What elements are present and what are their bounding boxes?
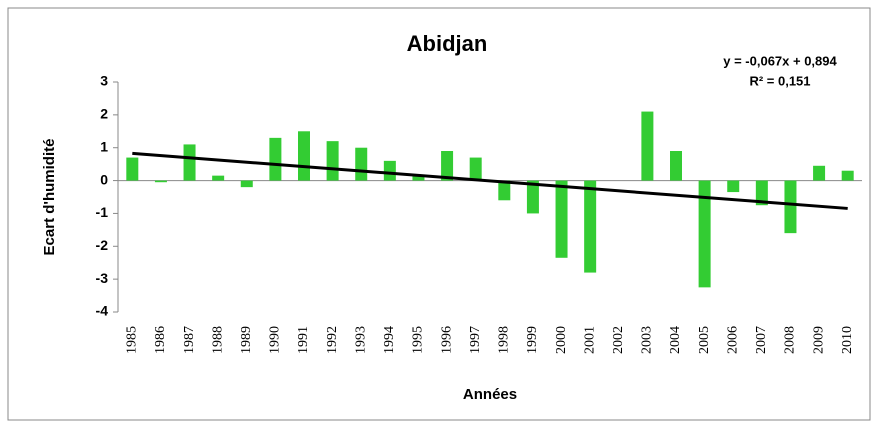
y-axis-label: Ecart d'humidité	[41, 139, 58, 256]
x-tick-label: 2003	[640, 326, 655, 354]
chart-frame	[7, 7, 871, 421]
x-tick-label: 1992	[325, 326, 340, 354]
y-tick-label: 0	[100, 171, 108, 187]
bar	[526, 180, 539, 214]
chart-title: Abidjan	[407, 31, 488, 56]
x-tick-label: 2010	[840, 326, 855, 354]
bar	[240, 180, 253, 188]
bar	[755, 180, 768, 206]
x-tick-label: 1998	[497, 326, 512, 354]
bar	[298, 131, 310, 181]
bar	[441, 151, 454, 181]
x-tick-label: 2000	[554, 326, 569, 354]
x-tick-label: 2008	[783, 326, 798, 354]
x-tick-label: 1994	[382, 326, 397, 354]
trend-equation: y = -0,067x + 0,894	[723, 53, 837, 68]
y-tick-label: -4	[96, 303, 109, 319]
x-tick-label: 2006	[725, 326, 740, 354]
x-tick-label: 1995	[411, 326, 426, 354]
bar	[269, 137, 282, 181]
bar	[469, 157, 482, 181]
bar	[670, 151, 682, 181]
bar	[383, 160, 396, 181]
trend-line	[132, 151, 848, 210]
bar	[355, 147, 368, 181]
trend-r2: R² = 0,151	[749, 73, 810, 88]
x-tick-label: 2007	[754, 326, 769, 354]
bar	[326, 141, 339, 181]
x-tick-label: 2002	[611, 326, 626, 354]
bar	[641, 111, 654, 181]
x-tick-label: 2001	[582, 326, 597, 354]
x-tick-label: 1997	[468, 326, 483, 354]
x-tick-label: 1986	[153, 326, 168, 354]
y-tick-label: 3	[100, 73, 108, 89]
bar	[498, 180, 511, 201]
x-axis-label: Années	[463, 386, 517, 403]
x-tick-label: 1989	[239, 326, 254, 354]
bar	[412, 175, 425, 181]
x-tick-label: 2009	[811, 326, 826, 354]
x-tick-label: 1990	[268, 326, 283, 354]
x-tick-label: 1993	[353, 326, 368, 354]
x-tick-label: 1999	[525, 326, 540, 354]
bar	[841, 170, 854, 181]
bar	[813, 165, 826, 181]
x-tick-label: 1991	[296, 326, 311, 354]
x-tick-label: 1988	[210, 326, 225, 354]
y-tick-label: -2	[96, 237, 109, 253]
x-tick-label: 1985	[125, 326, 140, 354]
bar	[212, 175, 225, 181]
bar	[154, 180, 167, 183]
y-tick-label: 2	[100, 106, 108, 122]
bar	[126, 157, 139, 181]
bar	[727, 180, 740, 193]
y-tick-label: -3	[96, 270, 109, 286]
x-tick-label: 2004	[668, 326, 683, 354]
x-tick-label: 2005	[697, 326, 712, 354]
bar	[183, 144, 196, 181]
bar	[698, 180, 711, 288]
bar	[555, 180, 568, 258]
x-tick-label: 1987	[182, 326, 197, 354]
bar	[784, 180, 797, 234]
bar	[584, 180, 597, 273]
y-tick-label: -1	[96, 204, 109, 220]
y-tick-label: 1	[100, 138, 108, 154]
x-tick-label: 1996	[439, 326, 454, 354]
